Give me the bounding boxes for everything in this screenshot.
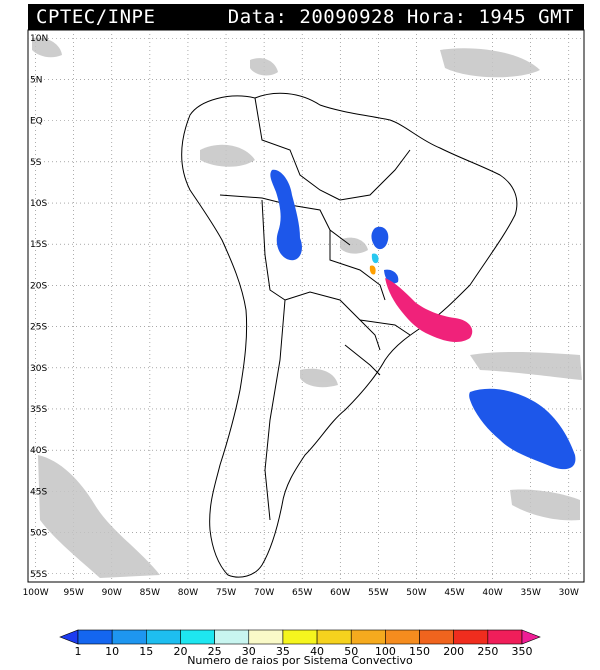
- latitude-labels: 10N 5N EQ 5S 10S 15S 20S 25S 30S 35S 40S 45S 50S 55S: [30, 34, 48, 580]
- legend-swatch: [316, 629, 352, 645]
- longitude-labels: 100W 95W 90W 85W 80W 75W 70W 65W 60W 55W 50W 45W 40W…: [23, 588, 579, 598]
- legend-label: 100: [375, 645, 396, 658]
- lat-label: 15S: [30, 240, 47, 250]
- legend-label: 10: [105, 645, 119, 658]
- lon-label: 95W: [64, 588, 84, 598]
- lat-label: 50S: [30, 529, 47, 539]
- lon-label: 90W: [102, 588, 122, 598]
- legend-swatch: [419, 629, 454, 645]
- cloud-patch: [200, 144, 255, 167]
- legend-swatch: [453, 629, 489, 645]
- lat-label: 35S: [30, 405, 47, 415]
- lon-label: 100W: [23, 588, 49, 598]
- cell-blue-north: [270, 169, 302, 261]
- lon-label: 85W: [140, 588, 160, 598]
- lat-lon-grid: [28, 30, 584, 582]
- legend-label: 250: [477, 645, 498, 658]
- legend-swatch: [111, 629, 147, 645]
- header-datetime: Data: 20090928 Hora: 1945 GMT: [227, 6, 574, 28]
- lat-label: 20S: [30, 281, 47, 291]
- cell-blue-atlantic: [469, 388, 576, 470]
- legend-swatch: [282, 629, 318, 645]
- continent-outline: [181, 92, 518, 578]
- lon-label: 50W: [406, 588, 426, 598]
- legend-swatch: [77, 629, 113, 645]
- cloud-patch: [340, 237, 368, 254]
- border-line: [264, 299, 286, 521]
- legend-label: 150: [409, 645, 430, 658]
- legend-swatch: [59, 629, 79, 645]
- lon-label: 80W: [178, 588, 198, 598]
- cloud-patch: [300, 368, 338, 388]
- border-line: [329, 230, 386, 301]
- border-line: [359, 319, 411, 336]
- legend-label: 30: [242, 645, 256, 658]
- border-line: [284, 291, 381, 351]
- cloud-patch: [510, 489, 580, 521]
- lat-label: 5S: [30, 158, 42, 168]
- legend-caption: Numero de raios por Sistema Convectivo: [187, 654, 413, 667]
- lat-label: 40S: [30, 446, 47, 456]
- convective-cells: [270, 169, 576, 470]
- south-america-coast: [181, 92, 518, 578]
- legend-label: 15: [139, 645, 153, 658]
- lon-label: 40W: [482, 588, 502, 598]
- cloud-patch: [32, 37, 62, 58]
- legend-label: 35: [276, 645, 290, 658]
- lon-label: 65W: [292, 588, 312, 598]
- legend-label: 40: [310, 645, 324, 658]
- legend-swatch: [521, 629, 541, 645]
- border-line: [261, 199, 286, 301]
- cloud-patch: [440, 48, 540, 78]
- legend-label: 1: [75, 645, 82, 658]
- legend-swatch: [385, 629, 420, 645]
- lon-label: 55W: [368, 588, 388, 598]
- lat-label: 5N: [30, 75, 42, 85]
- legend-swatch: [487, 629, 523, 645]
- legend-swatch: [180, 629, 215, 645]
- lat-label: 25S: [30, 323, 47, 333]
- legend-label: 200: [443, 645, 464, 658]
- map-frame: [27, 29, 585, 583]
- legend-label: 50: [344, 645, 358, 658]
- border-line: [344, 344, 381, 376]
- cloud-patch: [38, 455, 160, 578]
- map-header: CPTEC/INPE Data: 20090928 Hora: 1945 GMT: [28, 4, 584, 30]
- cloud-patch: [470, 351, 582, 380]
- cloud-patch: [250, 58, 278, 76]
- color-legend: 1 10 15 20 25 30 35 40 50 100 150 200 250 350: [59, 629, 541, 658]
- cell-magenta: [385, 278, 473, 342]
- lon-label: 60W: [330, 588, 350, 598]
- lat-label: 55S: [30, 570, 47, 580]
- legend-swatch: [214, 629, 250, 645]
- lat-label: 10N: [30, 34, 48, 44]
- legend-swatch: [248, 629, 284, 645]
- cloud-cover: [32, 37, 582, 578]
- lat-label: 10S: [30, 199, 47, 209]
- border-line: [339, 149, 411, 201]
- legend-swatch: [146, 629, 181, 645]
- legend-label: 20: [173, 645, 187, 658]
- lon-label: 30W: [559, 588, 579, 598]
- lon-label: 75W: [216, 588, 236, 598]
- lon-label: 35W: [521, 588, 541, 598]
- border-line: [219, 194, 351, 246]
- header-title: CPTEC/INPE: [36, 6, 156, 28]
- cell-orange: [369, 265, 376, 275]
- legend-label: 350: [512, 645, 533, 658]
- lat-label: 30S: [30, 364, 47, 374]
- lon-label: 45W: [444, 588, 464, 598]
- border-line: [254, 97, 341, 201]
- legend-swatch: [350, 629, 386, 645]
- legend-label: 25: [208, 645, 222, 658]
- cell-cyan: [371, 253, 379, 264]
- lon-label: 70W: [254, 588, 274, 598]
- cell-blue-center: [371, 226, 389, 250]
- lat-label: 45S: [30, 487, 47, 497]
- lat-label: EQ: [30, 117, 43, 127]
